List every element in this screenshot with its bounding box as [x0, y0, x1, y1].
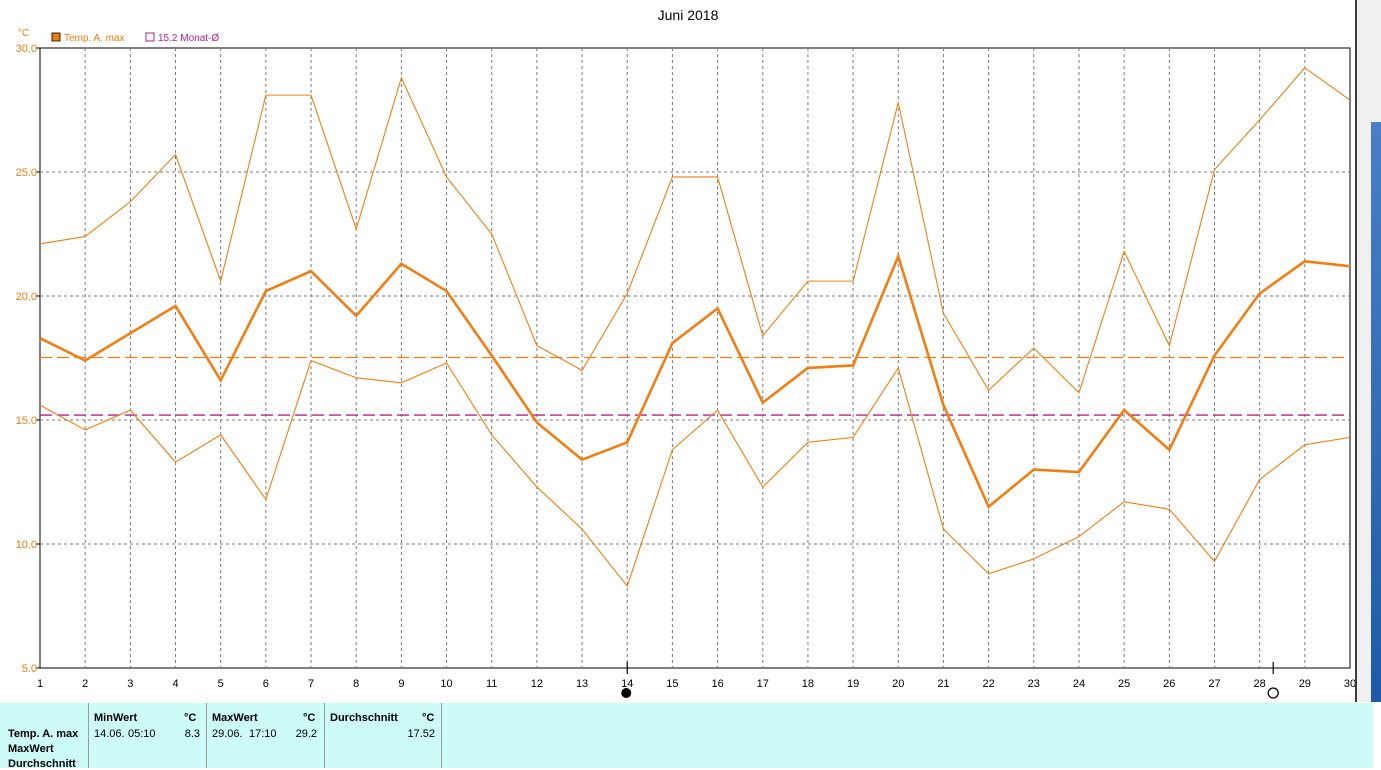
min-value: 8.3 — [184, 728, 200, 740]
x-tick-label: 23 — [1028, 678, 1040, 690]
stats-divider — [441, 703, 442, 768]
x-tick-label: 2 — [82, 678, 88, 690]
series — [39, 67, 1351, 588]
x-tick-label: 20 — [892, 678, 904, 690]
x-tick-label: 10 — [440, 678, 452, 690]
max-date: 29.06. — [212, 728, 243, 740]
max-unit: °C — [303, 712, 316, 724]
min-header: MinWert — [94, 712, 138, 724]
temperature-chart: Juni 2018 °C Temp. A. max 15.2 Monat-Ø 1… — [16, 7, 1357, 699]
legend-swatch-monat — [145, 32, 155, 42]
max-marker-icon — [1267, 687, 1279, 699]
x-tick-label: 15 — [666, 678, 678, 690]
y-tick-label: 5.0 — [22, 663, 37, 675]
y-tick-label: 15.0 — [16, 415, 37, 427]
stats-divider — [88, 703, 89, 768]
legend: Temp. A. max 15.2 Monat-Ø — [51, 32, 219, 44]
max-time: 17:10 — [249, 728, 277, 740]
x-tick-label: 7 — [308, 678, 314, 690]
max-value: 29.2 — [295, 728, 317, 740]
x-tick-label: 24 — [1073, 678, 1085, 690]
min-marker-icon — [621, 688, 632, 698]
x-tick-label: 30 — [1344, 678, 1356, 690]
y-tick-label: 25.0 — [16, 167, 37, 179]
legend-label-temp: Temp. A. max — [64, 33, 125, 44]
min-date: 14.06. — [94, 728, 125, 740]
series-line-min — [39, 359, 1351, 588]
x-tick-label: 29 — [1299, 678, 1311, 690]
y-tick-label: 30.0 — [16, 43, 37, 55]
x-tick-label: 27 — [1208, 678, 1220, 690]
x-tick-label: 5 — [218, 678, 224, 690]
series-line-mean — [39, 252, 1351, 509]
x-tick-label: 12 — [531, 678, 543, 690]
x-tick-label: 21 — [937, 678, 949, 690]
stats-panel: Temp. A. max MaxWert Durchschnitt MinWer… — [0, 703, 1373, 770]
x-tick-label: 14 — [621, 678, 633, 690]
x-tick-label: 13 — [576, 678, 588, 690]
x-tick-label: 3 — [127, 678, 133, 690]
x-tick-label: 26 — [1163, 678, 1175, 690]
max-header: MaxWert — [212, 712, 258, 724]
legend-label-monat: 15.2 Monat-Ø — [158, 33, 219, 44]
x-tick-label: 25 — [1118, 678, 1130, 690]
x-tick-label: 9 — [398, 678, 404, 690]
chart-title: Juni 2018 — [658, 7, 719, 23]
row-label-temp: Temp. A. max — [8, 728, 79, 740]
axis-ticks: 1 2 3 4 5 6 7 8 9 10 11 12 13 14 15 16 17 18 19 20 21 22 23 24 2… — [16, 43, 1357, 690]
y-unit-label: °C — [18, 28, 29, 39]
x-tick-label: 17 — [757, 678, 769, 690]
x-tick-label: 8 — [353, 678, 359, 690]
min-unit: °C — [184, 712, 197, 724]
window-edge — [1355, 0, 1381, 702]
x-tick-label: 28 — [1254, 678, 1266, 690]
min-time: 05:10 — [128, 728, 156, 740]
x-tick-label: 22 — [982, 678, 994, 690]
avg-unit: °C — [422, 712, 435, 724]
window-edge-divider — [1355, 0, 1357, 702]
series-line-max — [39, 67, 1351, 394]
x-tick-label: 4 — [172, 678, 178, 690]
x-tick-label: 6 — [263, 678, 269, 690]
legend-swatch-temp — [51, 32, 61, 42]
x-tick-label: 19 — [847, 678, 859, 690]
x-tick-label: 16 — [711, 678, 723, 690]
row-label-maxwert: MaxWert — [8, 743, 54, 755]
grid — [40, 48, 1350, 668]
row-label-durchschnitt: Durchschnitt — [8, 758, 76, 770]
x-tick-label: 11 — [486, 678, 497, 690]
y-tick-label: 10.0 — [16, 539, 37, 551]
x-tick-label: 1 — [37, 678, 43, 690]
x-tick-label: 18 — [802, 678, 814, 690]
avg-header: Durchschnitt — [330, 712, 398, 724]
avg-value: 17.52 — [407, 728, 435, 740]
stats-divider — [324, 703, 325, 768]
background-desktop-strip — [1371, 122, 1381, 702]
stats-divider — [206, 703, 207, 768]
y-tick-label: 20.0 — [16, 291, 37, 303]
markers — [621, 662, 1279, 699]
